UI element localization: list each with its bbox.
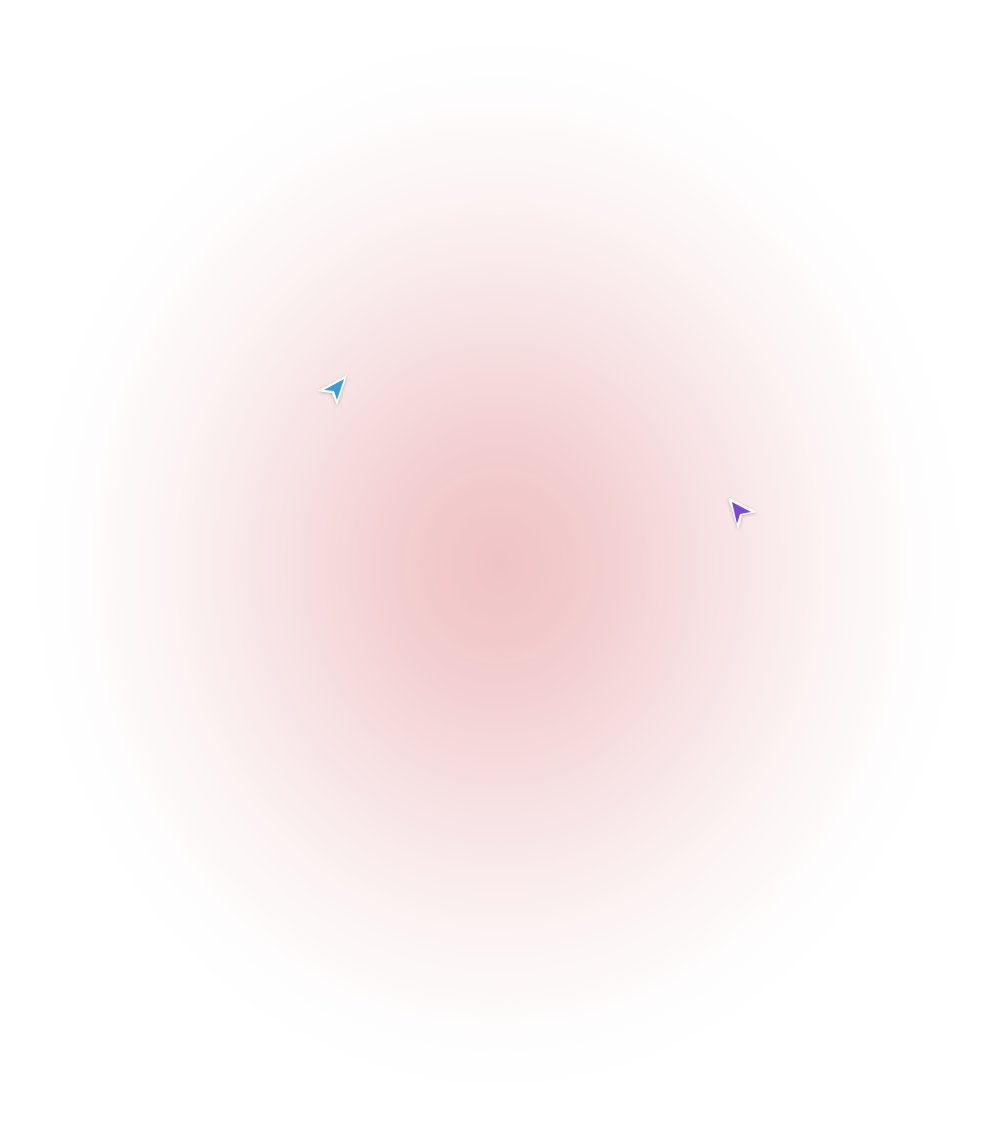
cursor-purple-fill [732, 502, 751, 524]
cursor-blue-fill [324, 379, 344, 400]
